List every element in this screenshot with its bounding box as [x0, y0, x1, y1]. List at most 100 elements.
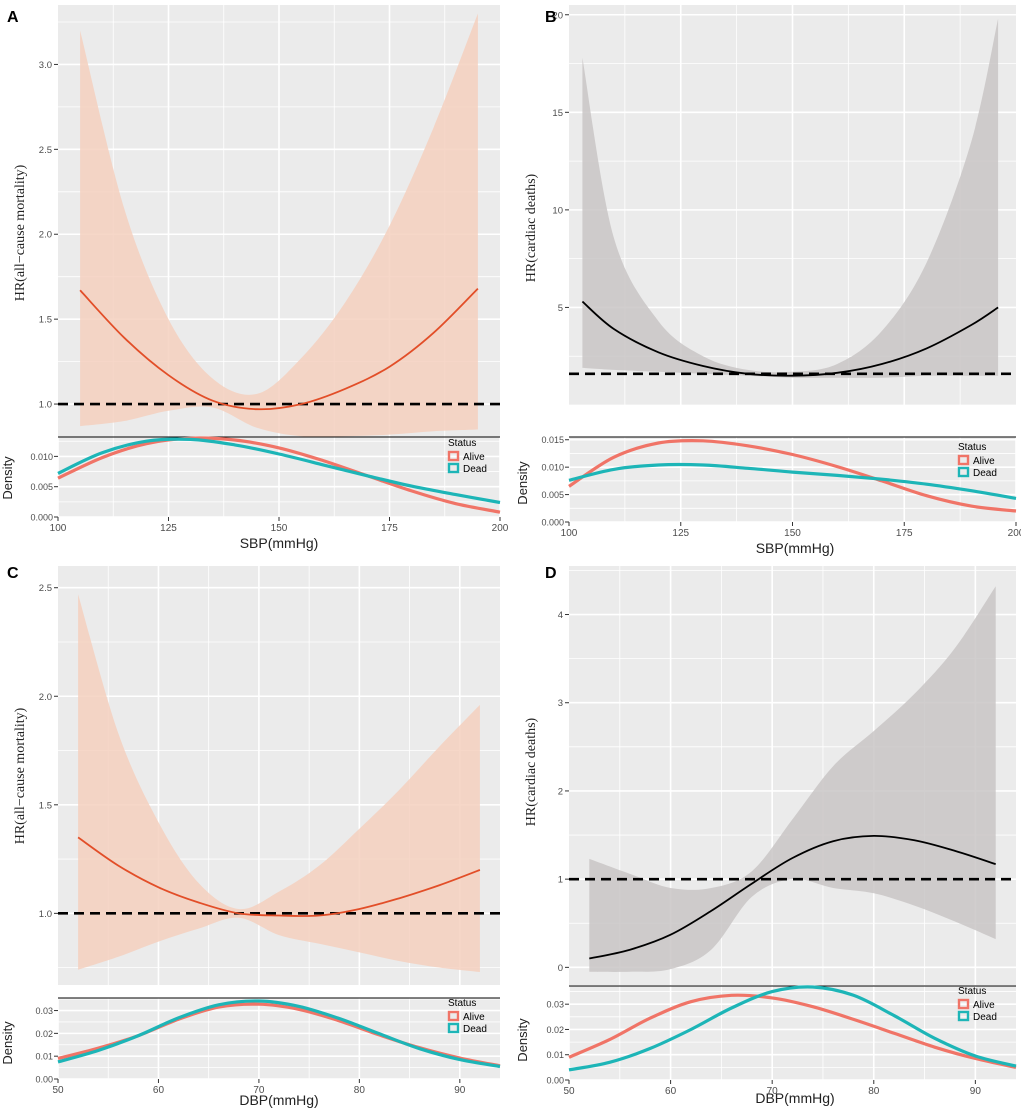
density-ytick-label: 0.005: [541, 490, 564, 500]
x-axis-title: SBP(mmHg): [240, 535, 319, 551]
hr-ytick-label: 10: [552, 205, 563, 216]
density-curve-alive: [568, 438, 1017, 513]
density-ytick-label: 0.03: [35, 1006, 53, 1016]
hr-ytick-label: 4: [558, 610, 563, 621]
density-xtick-label: 200: [492, 523, 509, 534]
density-xtick-label: 100: [561, 528, 578, 539]
density-xtick-label: 80: [868, 1086, 880, 1097]
legend-label-dead: Dead: [973, 468, 997, 479]
density-axis-title: Density: [0, 1021, 15, 1065]
panel-c: 1.0 1.5 2.0 2.5 HR(all−cause mortality) C 0.00…: [0, 565, 501, 1108]
legend-label-alive: Alive: [973, 1000, 995, 1011]
density-xtick-label: 100: [50, 523, 67, 534]
hr-ytick-label: 2: [558, 786, 563, 797]
hr-axis-title: HR(all−cause mortality): [13, 707, 28, 844]
density-curve-dead: [57, 999, 501, 1069]
density-curve-alive: [57, 436, 501, 514]
legend-title: Status: [448, 998, 476, 1009]
hr-curve: [589, 834, 996, 960]
legend-title: Status: [958, 986, 986, 997]
panel-label: D: [545, 565, 557, 582]
hr-confidence-band: [582, 18, 999, 378]
hr-ytick-label: 15: [552, 108, 563, 119]
panel-b: 5 10 15 20 HR(cardiac deaths) B 0.000 0.005 0.01…: [515, 5, 1021, 556]
density-curve-dead: [568, 985, 1017, 1072]
hr-curve: [77, 836, 481, 917]
density-xtick-label: 70: [767, 1086, 779, 1097]
hr-ytick-label: 1: [558, 875, 563, 886]
density-ytick-label: 0.03: [546, 1000, 564, 1010]
density-ytick-label: 0.000: [541, 518, 564, 528]
hr-ytick-label: 2.0: [39, 692, 52, 703]
legend-label-alive: Alive: [463, 1012, 485, 1023]
density-xtick-label: 125: [672, 528, 689, 539]
legend-swatch-dead: [447, 462, 460, 474]
legend-label-dead: Dead: [463, 464, 487, 475]
density-xtick-label: 70: [253, 1085, 265, 1096]
hr-curve: [79, 287, 479, 411]
hr-confidence-band: [80, 13, 478, 437]
density-xtick-label: 50: [563, 1086, 575, 1097]
legend-swatch-alive: [447, 450, 460, 462]
density-xtick-label: 150: [784, 528, 801, 539]
density-ytick-label: 0.01: [546, 1050, 564, 1060]
legend-swatch-dead: [447, 1022, 460, 1034]
density-xtick-label: 90: [454, 1085, 466, 1096]
density-ytick-label: 0.015: [541, 435, 564, 445]
panel-a: 1.0 1.5 2.0 2.5 3.0 HR(all−cause mortality) A 0…: [0, 5, 509, 551]
hr-ytick-label: 2.0: [39, 230, 52, 241]
hr-axis-title: HR(all−cause mortality): [13, 164, 28, 301]
density-curve-dead: [57, 437, 501, 505]
hr-axis-title: HR(cardiac deaths): [524, 717, 539, 826]
hr-ytick-label: 0: [558, 963, 563, 974]
legend-swatch-dead: [957, 1010, 970, 1022]
density-ytick-label: 0.010: [30, 452, 53, 462]
density-ytick-label: 0.01: [35, 1052, 53, 1062]
density-xtick-label: 175: [381, 523, 398, 534]
hr-ytick-label: 20: [552, 10, 563, 21]
density-ytick-label: 0.005: [30, 482, 53, 492]
hr-axis-title: HR(cardiac deaths): [524, 173, 539, 282]
hr-ytick-label: 5: [558, 303, 563, 314]
density-xtick-label: 150: [271, 523, 288, 534]
density-xtick-label: 125: [160, 523, 177, 534]
density-xtick-label: 200: [1008, 528, 1021, 539]
density-xtick-label: 60: [665, 1086, 677, 1097]
legend-title: Status: [448, 438, 476, 449]
legend-label-dead: Dead: [463, 1024, 487, 1035]
legend-swatch-dead: [957, 466, 970, 478]
density-ytick-label: 0.02: [546, 1025, 564, 1035]
x-axis-title: DBP(mmHg): [755, 1090, 834, 1106]
density-curve-dead: [568, 462, 1017, 500]
density-xtick-label: 60: [153, 1085, 165, 1096]
x-axis-title: DBP(mmHg): [239, 1092, 318, 1108]
density-axis-title: Density: [515, 1018, 530, 1062]
hr-ytick-label: 1.0: [39, 909, 52, 920]
legend-swatch-alive: [957, 454, 970, 466]
density-ytick-label: 0.02: [35, 1029, 53, 1039]
panel-label: B: [545, 9, 557, 26]
panel-d: 0 1 2 3 4 HR(cardiac deaths) D 0.00 0.01 0.02 0.03…: [515, 565, 1017, 1106]
legend-swatch-alive: [957, 998, 970, 1010]
x-axis-title: SBP(mmHg): [756, 540, 835, 556]
hr-confidence-band: [589, 586, 996, 972]
density-ytick-label: 0.000: [30, 513, 53, 523]
density-ytick-label: 0.010: [541, 463, 564, 473]
density-ytick-label: 0.00: [35, 1075, 53, 1085]
hr-ytick-label: 3.0: [39, 60, 52, 71]
hr-ytick-label: 1.5: [39, 315, 52, 326]
legend-label-dead: Dead: [973, 1012, 997, 1023]
density-xtick-label: 175: [896, 528, 913, 539]
hr-ytick-label: 1.5: [39, 800, 52, 811]
hr-confidence-band: [78, 594, 480, 972]
hr-curve: [581, 300, 999, 377]
hr-ytick-label: 2.5: [39, 145, 52, 156]
density-axis-title: Density: [515, 461, 530, 505]
panel-label: A: [7, 9, 19, 26]
legend-swatch-alive: [447, 1010, 460, 1022]
